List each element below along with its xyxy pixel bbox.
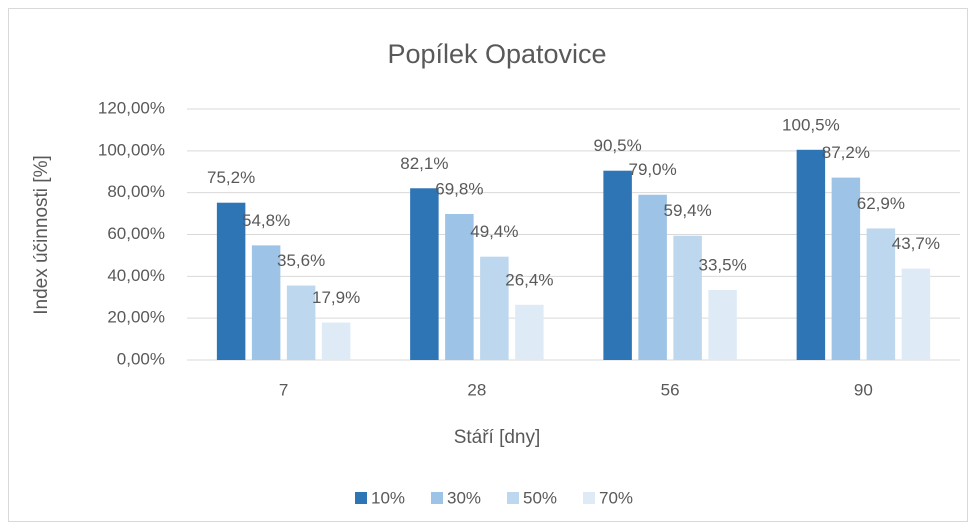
x-tick-label: 90 — [854, 380, 873, 399]
bar — [673, 235, 702, 360]
y-tick-label: 20,00% — [107, 308, 165, 327]
data-label: 62,9% — [857, 194, 905, 213]
legend-swatch — [583, 492, 595, 504]
bar — [603, 170, 632, 360]
bar — [708, 289, 737, 360]
bar — [515, 304, 544, 360]
data-label: 35,6% — [277, 251, 325, 270]
bar — [480, 256, 509, 360]
data-label: 100,5% — [782, 115, 840, 134]
data-label: 75,2% — [207, 168, 255, 187]
bar — [796, 149, 826, 360]
bar — [901, 268, 931, 360]
data-label: 49,4% — [470, 222, 518, 241]
y-axis-label: Index účinnosti [%] — [31, 155, 52, 314]
data-label: 17,9% — [312, 288, 360, 307]
y-tick-label: 0,00% — [117, 349, 165, 368]
bar — [321, 322, 351, 360]
bar — [410, 188, 439, 360]
legend-label: 10% — [371, 488, 405, 507]
legend-swatch — [431, 492, 443, 504]
data-label: 33,5% — [699, 255, 747, 274]
legend-label: 70% — [599, 488, 633, 507]
data-label: 87,2% — [822, 143, 870, 162]
y-tick-label: 80,00% — [107, 182, 165, 201]
data-label: 82,1% — [400, 154, 448, 173]
legend-label: 50% — [523, 488, 557, 507]
data-label: 26,4% — [505, 270, 553, 289]
bar — [251, 245, 281, 360]
x-axis-label: Stáří [dny] — [454, 427, 541, 448]
y-tick-label: 40,00% — [107, 266, 165, 285]
legend-swatch — [355, 492, 367, 504]
y-tick-label: 120,00% — [98, 98, 165, 117]
bar — [638, 194, 667, 360]
bar — [286, 285, 316, 360]
data-label: 54,8% — [242, 211, 290, 230]
legend-label: 30% — [447, 488, 481, 507]
chart-title: Popílek Opatovice — [387, 39, 606, 69]
x-tick-label: 28 — [467, 380, 486, 399]
x-tick-label: 56 — [661, 380, 680, 399]
bar — [445, 214, 474, 360]
bar — [866, 228, 896, 360]
legend-swatch — [507, 492, 519, 504]
data-label: 43,7% — [892, 234, 940, 253]
data-label: 90,5% — [594, 136, 642, 155]
data-label: 69,8% — [435, 179, 483, 198]
bar — [216, 202, 246, 360]
x-tick-label: 7 — [279, 380, 288, 399]
data-label: 59,4% — [664, 201, 712, 220]
y-tick-label: 100,00% — [98, 140, 165, 159]
y-tick-label: 60,00% — [107, 224, 165, 243]
bar — [831, 177, 861, 360]
data-label: 79,0% — [629, 160, 677, 179]
